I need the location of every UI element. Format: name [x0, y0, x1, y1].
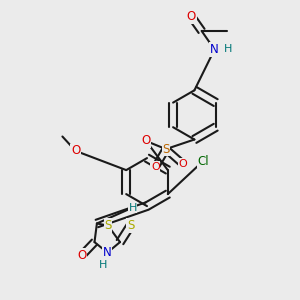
Text: O: O — [151, 162, 160, 172]
Text: S: S — [162, 142, 169, 156]
Text: O: O — [71, 144, 80, 158]
Text: H: H — [128, 202, 137, 213]
Text: O: O — [77, 249, 86, 262]
Text: H: H — [224, 44, 232, 55]
Text: H: H — [99, 260, 108, 270]
Text: S: S — [104, 219, 112, 232]
Text: O: O — [187, 10, 196, 23]
Text: N: N — [210, 43, 219, 56]
Text: N: N — [103, 246, 112, 259]
Text: S: S — [127, 219, 134, 232]
Text: O: O — [142, 134, 151, 148]
Text: Cl: Cl — [197, 154, 209, 168]
Text: O: O — [178, 159, 188, 169]
